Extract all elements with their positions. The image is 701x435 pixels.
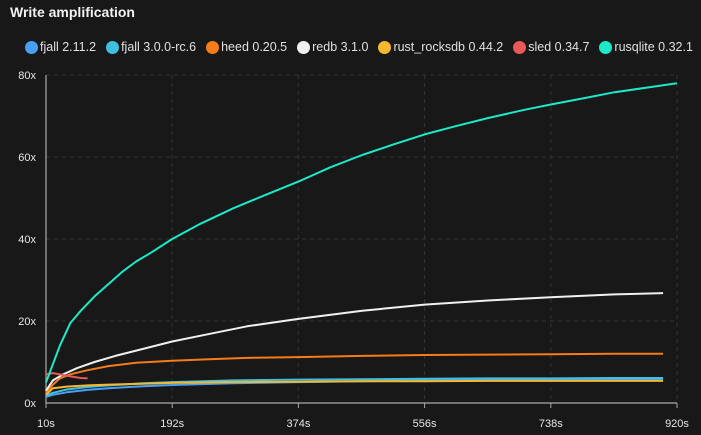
y-tick-label: 40x [18,234,36,246]
chart-title: Write amplification [10,4,135,20]
legend-item[interactable]: rust_rocksdb 0.44.2 [378,40,503,54]
x-tick-label: 10s [37,418,55,430]
legend-swatch-icon [106,40,120,54]
legend-swatch-icon [513,40,527,54]
x-tick-label: 738s [539,418,563,430]
series-line-fjall-3-0-0-rc-6[interactable] [45,377,664,397]
legend-label: fjall 2.11.2 [40,40,97,54]
legend-label: heed 0.20.5 [221,40,288,54]
legend-swatch-icon [378,40,392,54]
x-tick-label: 920s [665,418,689,430]
chart-legend: fjall 2.11.2 fjall 3.0.0-rc.6 heed 0.20.5 r… [25,40,701,54]
legend-label: fjall 3.0.0-rc.6 [121,40,197,54]
legend-swatch-icon [599,40,613,54]
x-tick-label: 556s [413,418,437,430]
legend-item[interactable]: heed 0.20.5 [206,40,287,54]
legend-swatch-icon [206,40,220,54]
legend-label: rusqlite 0.32.1 [614,40,693,54]
x-tick-label: 192s [160,418,184,430]
y-tick-label: 80x [18,70,36,82]
series-line-redb-3-1-0[interactable] [45,292,664,392]
legend-label: sled 0.34.7 [528,40,590,54]
legend-item[interactable]: rusqlite 0.32.1 [599,40,693,54]
series-line-sled-0-34-7[interactable] [45,372,88,380]
series-line-fjall-2-11-2[interactable] [45,378,664,398]
legend-item[interactable]: fjall 3.0.0-rc.6 [106,40,196,54]
legend-label: rust_rocksdb 0.44.2 [393,40,504,54]
legend-item[interactable]: redb 3.1.0 [297,40,368,54]
series-line-rust-rocksdb-0-44-2[interactable] [45,379,664,396]
legend-label: redb 3.1.0 [312,40,369,54]
legend-item[interactable]: fjall 2.11.2 [25,40,96,54]
y-tick-label: 60x [18,152,36,164]
legend-item[interactable]: sled 0.34.7 [513,40,589,54]
legend-swatch-icon [297,40,311,54]
x-tick-label: 374s [286,418,310,430]
y-tick-label: 0x [24,398,36,410]
legend-swatch-icon [25,40,38,54]
y-tick-label: 20x [18,316,36,328]
series-line-rusqlite-0-32-1[interactable] [45,82,678,383]
